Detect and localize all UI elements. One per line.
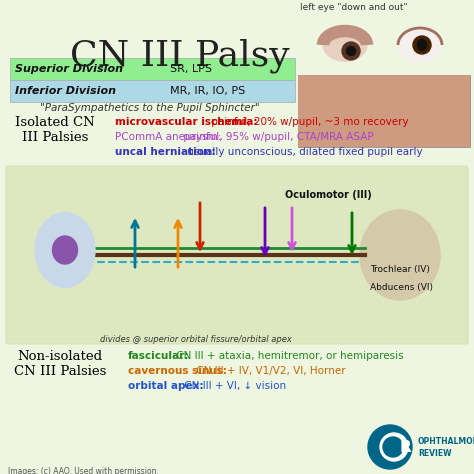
Ellipse shape bbox=[35, 212, 95, 288]
Text: divides @ superior orbital fissure/orbital apex: divides @ superior orbital fissure/orbit… bbox=[100, 335, 292, 344]
Bar bbox=[10, 58, 295, 80]
FancyBboxPatch shape bbox=[298, 75, 470, 147]
FancyBboxPatch shape bbox=[298, 75, 470, 147]
Ellipse shape bbox=[53, 236, 78, 264]
Text: Trochlear (IV): Trochlear (IV) bbox=[370, 265, 430, 274]
Text: OPHTHALMOLOGY: OPHTHALMOLOGY bbox=[418, 437, 474, 446]
Bar bbox=[10, 80, 295, 102]
Text: Isolated CN
III Palsies: Isolated CN III Palsies bbox=[15, 116, 95, 144]
Ellipse shape bbox=[346, 46, 356, 55]
Text: CN III + ataxia, hemitremor, or hemiparesis: CN III + ataxia, hemitremor, or hemipare… bbox=[173, 351, 403, 361]
Ellipse shape bbox=[323, 29, 367, 61]
Text: painful, 95% w/pupil, CTA/MRA ASAP: painful, 95% w/pupil, CTA/MRA ASAP bbox=[180, 132, 374, 142]
Text: Non-isolated
CN III Palsies: Non-isolated CN III Palsies bbox=[14, 350, 106, 378]
Text: painful, 20% w/pupil, ~3 mo recovery: painful, 20% w/pupil, ~3 mo recovery bbox=[208, 117, 409, 127]
Text: cavernous sinus:: cavernous sinus: bbox=[128, 366, 227, 376]
Text: orbital apex:: orbital apex: bbox=[128, 381, 203, 391]
Text: usually unconscious, dilated fixed pupil early: usually unconscious, dilated fixed pupil… bbox=[184, 147, 422, 157]
Circle shape bbox=[368, 425, 412, 469]
FancyBboxPatch shape bbox=[6, 166, 468, 344]
Text: MR, IR, IO, PS: MR, IR, IO, PS bbox=[170, 86, 245, 96]
Ellipse shape bbox=[398, 28, 442, 62]
Circle shape bbox=[380, 433, 408, 461]
Ellipse shape bbox=[342, 42, 360, 60]
Text: PCommA aneurysm:: PCommA aneurysm: bbox=[115, 132, 221, 142]
Ellipse shape bbox=[418, 39, 427, 51]
Text: REVIEW: REVIEW bbox=[418, 449, 452, 458]
Text: microvascular ischemia:: microvascular ischemia: bbox=[115, 117, 257, 127]
Text: "ParaSympathetics to the Pupil Sphincter": "ParaSympathetics to the Pupil Sphincter… bbox=[40, 103, 260, 113]
Text: R: R bbox=[400, 439, 412, 455]
Text: left eye "down and out": left eye "down and out" bbox=[300, 3, 408, 12]
Ellipse shape bbox=[360, 210, 440, 300]
Text: CN III + IV, V1/V2, VI, Horner: CN III + IV, V1/V2, VI, Horner bbox=[193, 366, 346, 376]
Text: SR, LPS: SR, LPS bbox=[170, 64, 212, 74]
Text: Images: (c) AAO. Used with permission.: Images: (c) AAO. Used with permission. bbox=[8, 467, 159, 474]
Text: Inferior Division: Inferior Division bbox=[15, 86, 116, 96]
Text: uncal herniation:: uncal herniation: bbox=[115, 147, 216, 157]
Circle shape bbox=[383, 437, 403, 457]
Text: Abducens (VI): Abducens (VI) bbox=[370, 283, 433, 292]
Text: Oculomotor (III): Oculomotor (III) bbox=[285, 190, 372, 200]
Text: CN III Palsy: CN III Palsy bbox=[70, 38, 290, 73]
Text: CN III + VI, ↓ vision: CN III + VI, ↓ vision bbox=[181, 381, 286, 391]
Polygon shape bbox=[30, 210, 120, 310]
Text: fascicular:: fascicular: bbox=[128, 351, 190, 361]
Ellipse shape bbox=[413, 36, 431, 54]
Text: Superior Division: Superior Division bbox=[15, 64, 123, 74]
